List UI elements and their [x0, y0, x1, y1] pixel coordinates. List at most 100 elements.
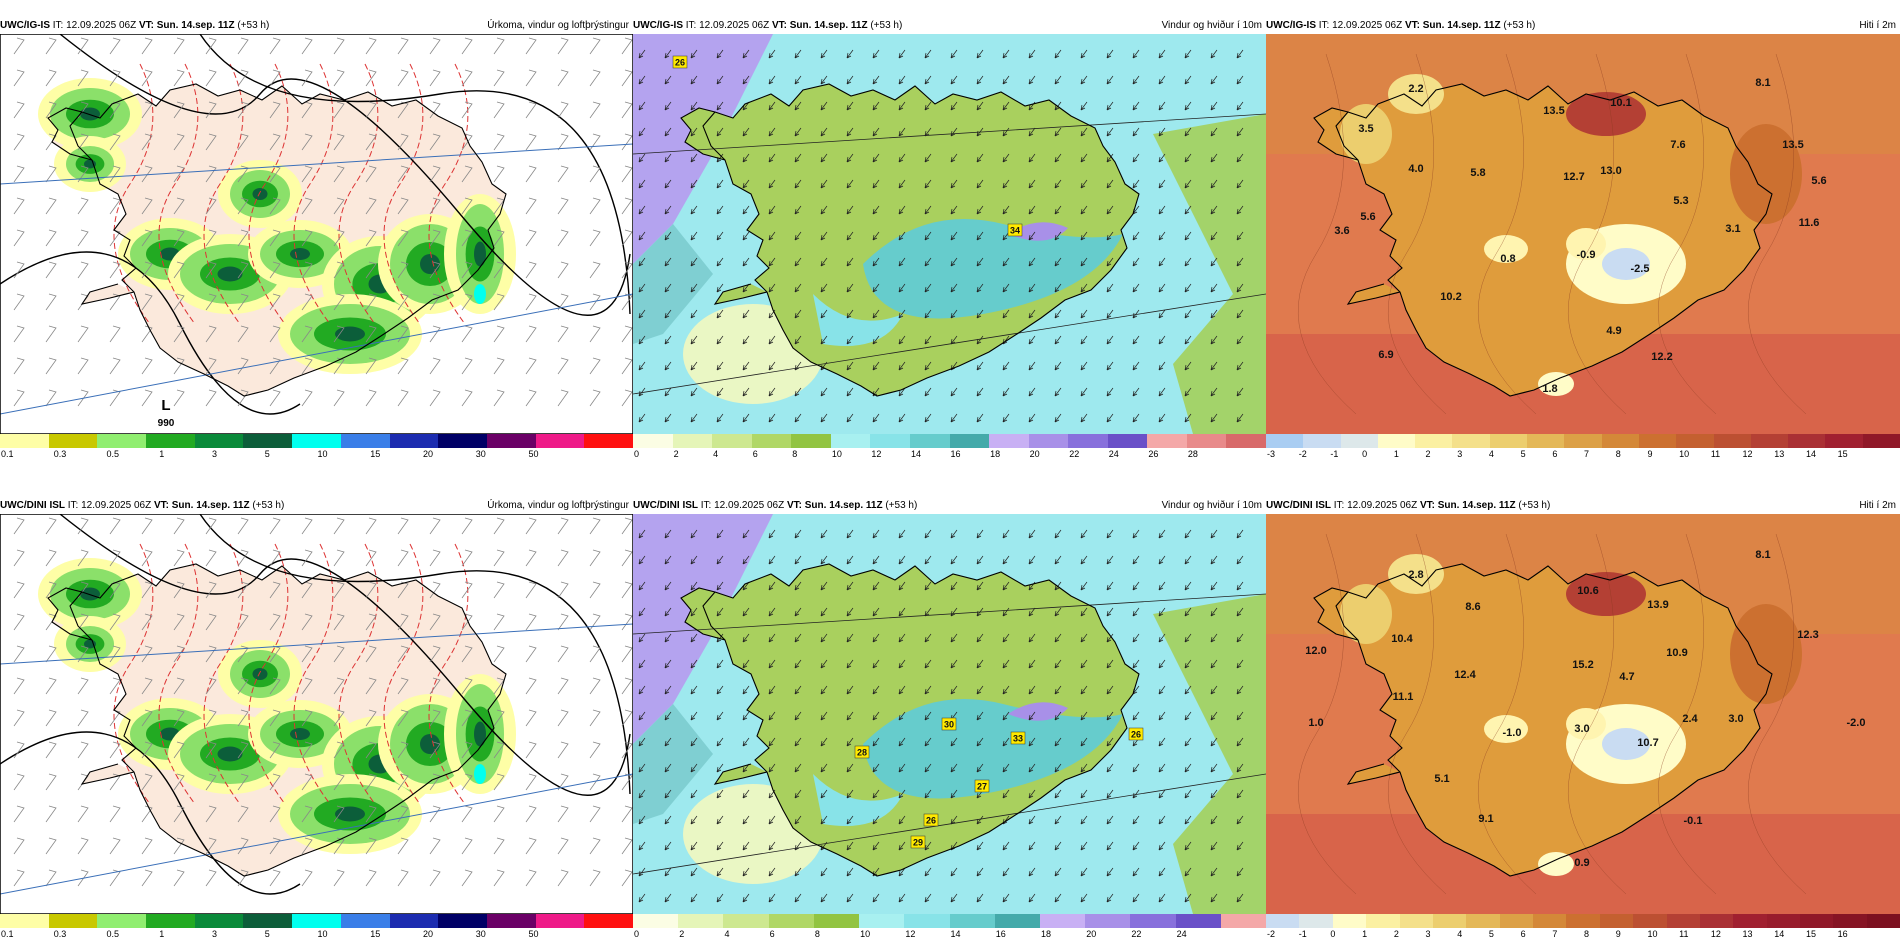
valid-time: VT: Sun. 14.sep. 11Z [1404, 20, 1501, 31]
max-gust-value: 27 [977, 782, 987, 792]
temperature-value: 12.2 [1651, 351, 1672, 363]
temperature-value: -2.0 [1847, 717, 1866, 729]
temperature-value: 4.0 [1408, 163, 1423, 175]
temperature-value: 10.1 [1610, 97, 1631, 109]
legend-swatch [1533, 914, 1567, 928]
panel-title: Úrkoma, vindur og loftþrýstingur [487, 500, 629, 511]
temperature-value: 9.1 [1478, 813, 1493, 825]
legend-tick-label: 0.5 [106, 929, 120, 939]
color-legend: 0.1 0.3 0.5 1 3 5 10 15 20 30 50 [0, 434, 633, 460]
lead-time: (+53 h) [870, 20, 903, 31]
legend-swatch [438, 914, 487, 928]
legend-swatch [340, 434, 390, 448]
temperature-value: -0.1 [1684, 815, 1703, 827]
legend-swatch [994, 914, 1040, 928]
panel-header: UWC/IG-IS IT: 12.09.2025 06Z VT: Sun. 14… [1266, 17, 1900, 34]
legend-swatch [1147, 434, 1187, 448]
legend-tick-label: 4 [713, 449, 719, 459]
legend-tick-label: 20 [1029, 449, 1040, 459]
temperature-value: -2.5 [1631, 263, 1650, 275]
legend-swatch [909, 434, 950, 448]
legend-tick-label: 2 [1393, 929, 1399, 939]
temperature-value: 3.5 [1358, 123, 1373, 135]
legend-tick-label: -2 [1298, 449, 1307, 459]
legend-swatch [292, 914, 341, 928]
legend-swatch [1340, 434, 1378, 448]
panel-precip-igis: UWC/IG-IS IT: 12.09.2025 06Z VT: Sun. 14… [0, 17, 633, 462]
legend-swatch [48, 914, 98, 928]
color-legend: -3 -2 -1 0 1 2 3 4 5 6 7 8 9 10 11 12 13 14 15 [1266, 434, 1900, 460]
legend-tick-label: 7 [1584, 449, 1590, 459]
legend-tick-label: 11 [1710, 449, 1721, 459]
legend-swatch [751, 434, 792, 448]
legend-tick-label: 20 [423, 449, 434, 459]
legend-tick-label: 9 [1647, 449, 1653, 459]
legend-tick-label: 4 [1457, 929, 1463, 939]
panel-temp-dini: UWC/DINI ISL IT: 12.09.2025 06Z VT: Sun.… [1266, 497, 1900, 942]
model-name: UWC/DINI ISL [0, 500, 65, 511]
legend-swatch [1766, 914, 1800, 928]
legend-tick-label: 5 [1488, 929, 1494, 939]
model-name: UWC/IG-IS [0, 20, 50, 31]
legend-tick-label: 15 [370, 929, 381, 939]
max-gust-badge: 30 [941, 717, 957, 731]
temperature-value: 10.7 [1637, 737, 1658, 749]
legend-swatch [1130, 914, 1176, 928]
model-name: UWC/IG-IS [1266, 20, 1316, 31]
temperature-value: 10.4 [1391, 633, 1413, 645]
legend-tick-label: 15 [1805, 929, 1816, 939]
legend-swatch [194, 434, 244, 448]
temperature-value: 1.8 [1542, 383, 1557, 395]
temperature-value: 2.4 [1682, 713, 1698, 725]
temperature-value: 10.2 [1440, 291, 1461, 303]
legend-swatch [870, 434, 910, 448]
legend-swatch [1750, 434, 1789, 448]
legend-tick-label: 30 [475, 449, 486, 459]
legend-swatch [97, 914, 147, 928]
legend-tick-label: 16 [995, 929, 1006, 939]
legend-swatch [791, 434, 831, 448]
legend-tick-label: 13 [1774, 449, 1785, 459]
legend-tick-label: 50 [528, 449, 539, 459]
legend-tick-label [580, 448, 633, 460]
legend-tick-label: 10 [1647, 929, 1658, 939]
legend-ticks: 0.1 0.3 0.5 1 3 5 10 15 20 30 50 [0, 928, 633, 940]
max-gust-badge: 26 [1128, 727, 1144, 741]
legend-swatch [1599, 914, 1634, 928]
legend-swatch [633, 434, 673, 448]
legend-tick-label: 4 [724, 929, 730, 939]
legend-tick-label [1868, 448, 1900, 460]
legend-tick-label: 14 [950, 929, 961, 939]
init-time: IT: 12.09.2025 06Z [52, 20, 137, 31]
valid-time: VT: Sun. 14.sep. 11Z [1419, 500, 1516, 511]
legend-tick-label: 14 [910, 449, 921, 459]
map-canvas: 2.2 3.5 8.1 13.5 10.1 7.6 13.5 5.8 12.7 13.0 5.6 4.… [1266, 34, 1900, 434]
temperature-value: -1.0 [1503, 727, 1522, 739]
model-name: UWC/DINI ISL [1266, 500, 1331, 511]
max-gust-badge: 27 [974, 779, 990, 793]
legend-swatch [1107, 434, 1148, 448]
legend-ticks: 0 2 4 6 8 10 12 14 16 18 20 22 24 [633, 928, 1266, 940]
legend-swatch [1028, 434, 1069, 448]
legend-tick-label: 16 [950, 449, 961, 459]
panel-precip-dini: UWC/DINI ISL IT: 12.09.2025 06Z VT: Sun.… [0, 497, 633, 942]
legend-tick-label: -3 [1267, 449, 1276, 459]
legend-tick-label: 7 [1552, 929, 1558, 939]
legend-swatch [1366, 914, 1400, 928]
legend-swatch [1633, 914, 1667, 928]
legend-swatch [584, 434, 633, 448]
temperature-value: 0.8 [1500, 253, 1515, 265]
legend-tick-label: 3 [1425, 929, 1431, 939]
legend-tick-label: -1 [1330, 449, 1339, 459]
legend-swatch [146, 434, 195, 448]
legend-swatch [1666, 914, 1700, 928]
panel-title: Vindur og hviður í 10m [1161, 500, 1262, 511]
init-time: IT: 12.09.2025 06Z [685, 20, 770, 31]
legend-swatch [146, 914, 195, 928]
legend-tick-label: 26 [1148, 449, 1159, 459]
temperature-value: 5.6 [1811, 175, 1826, 187]
panel-wind-dini: UWC/DINI ISL IT: 12.09.2025 06Z VT: Sun.… [633, 497, 1267, 942]
legend-swatch [1266, 434, 1304, 448]
max-gust-value: 34 [1010, 226, 1020, 236]
lead-time: (+53 h) [885, 500, 918, 511]
